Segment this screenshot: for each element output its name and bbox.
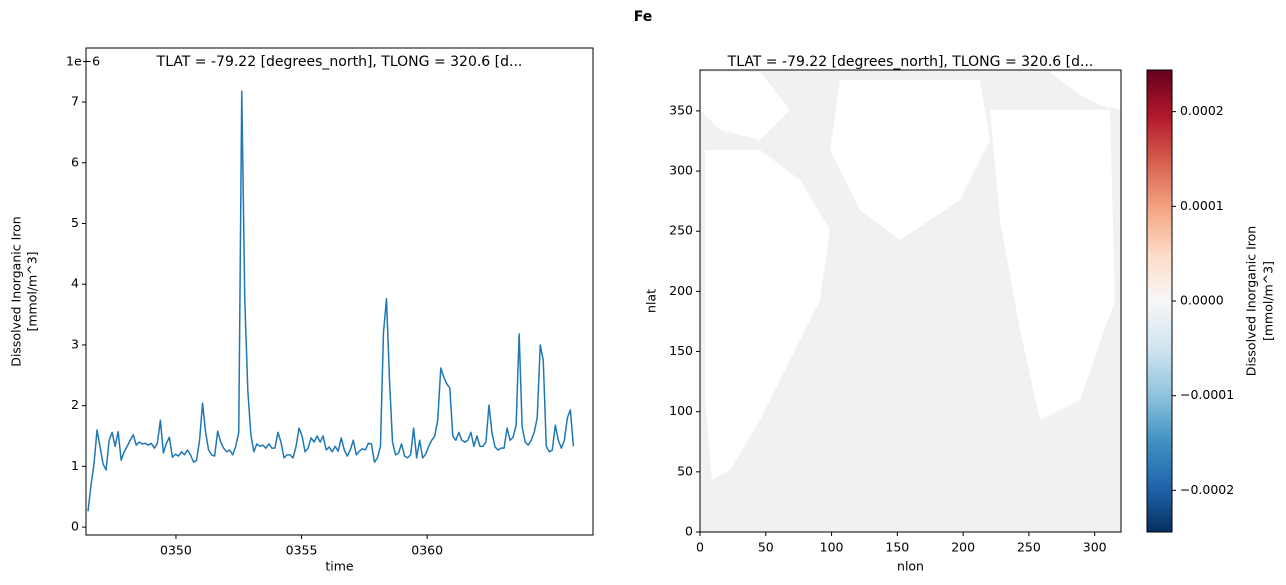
axes-frame <box>85 47 594 536</box>
axes-title: TLAT = -79.22 [degrees_north], TLONG = 3… <box>727 54 1094 70</box>
y-tick-label: 1 <box>71 458 79 473</box>
data-line <box>87 90 575 512</box>
colorbar-label: [mmol/m^3] <box>1261 261 1276 341</box>
x-tick-label: 0 <box>696 540 704 555</box>
y-tick-label: 3 <box>71 336 79 351</box>
y-tick-label: 0 <box>71 519 79 534</box>
land-mask <box>700 72 1121 480</box>
y-tick-label: 50 <box>677 463 693 478</box>
y-tick-label: 6 <box>71 154 79 169</box>
axes-title: TLAT = -79.22 [degrees_north], TLONG = 3… <box>156 54 523 70</box>
axes-frame <box>699 69 1122 533</box>
x-tick-label: 150 <box>885 540 909 555</box>
y-tick-label: 350 <box>669 102 693 117</box>
x-axis-label: nlon <box>897 559 924 574</box>
offset-label: 1e−6 <box>66 54 100 69</box>
x-tick-label: 0350 <box>160 543 192 558</box>
x-tick-label: 100 <box>820 540 844 555</box>
y-axis-label: [mmol/m^3] <box>25 251 40 331</box>
y-tick-label: 250 <box>669 223 693 238</box>
y-axis-label: Dissolved Inorganic Iron <box>9 216 24 366</box>
y-tick-label: 2 <box>71 397 79 412</box>
figure-title: Fe <box>634 9 653 25</box>
colorbar-tick-label: 0.0002 <box>1180 103 1224 118</box>
y-tick-label: 100 <box>669 403 693 418</box>
x-tick-label: 0360 <box>411 543 443 558</box>
colorbar <box>1146 69 1173 533</box>
y-tick-label: 150 <box>669 343 693 358</box>
colorbar-tick-label: −0.0001 <box>1180 387 1234 402</box>
y-tick-label: 300 <box>669 163 693 178</box>
x-tick-label: 0355 <box>286 543 318 558</box>
colorbar-tick-label: 0.0000 <box>1180 293 1224 308</box>
x-tick-label: 250 <box>1017 540 1041 555</box>
y-tick-label: 200 <box>669 283 693 298</box>
x-axis-label: time <box>325 559 354 574</box>
y-axis-label: nlat <box>644 289 659 313</box>
x-tick-label: 300 <box>1083 540 1107 555</box>
y-tick-label: 0 <box>685 524 693 539</box>
y-tick-label: 5 <box>71 215 79 230</box>
x-tick-label: 50 <box>758 540 774 555</box>
y-tick-label: 4 <box>71 276 79 291</box>
colorbar-tick-label: −0.0002 <box>1180 482 1234 497</box>
x-tick-label: 200 <box>951 540 975 555</box>
colorbar-tick-label: 0.0001 <box>1180 198 1224 213</box>
colorbar-label: Dissolved Inorganic Iron <box>1244 226 1259 376</box>
y-tick-label: 7 <box>71 94 79 109</box>
